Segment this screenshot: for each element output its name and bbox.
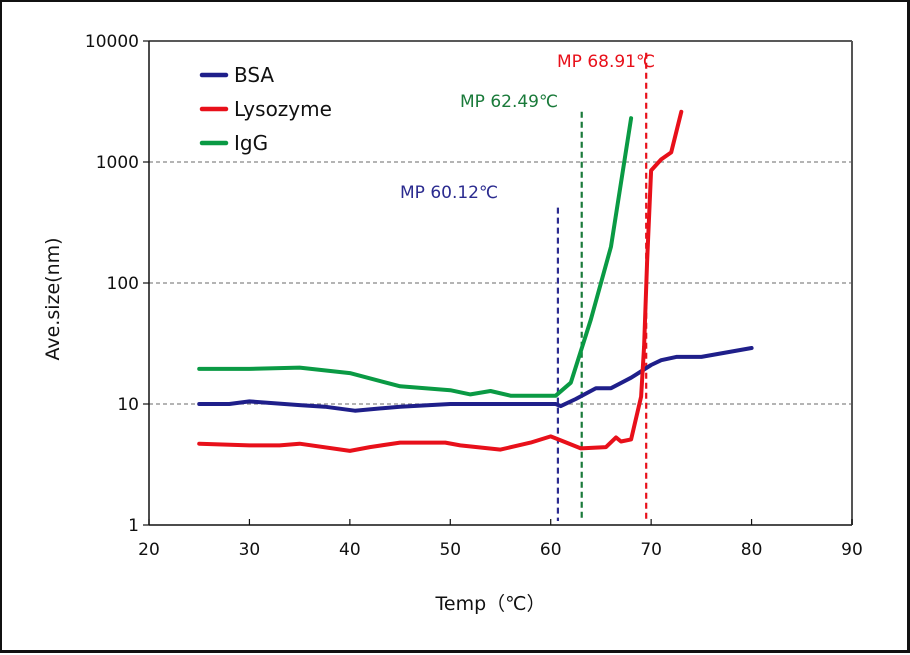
x-tick-label: 90 <box>841 540 863 560</box>
annotation-mp-igg: MP 62.49℃ <box>460 92 558 112</box>
y-tick-label: 1 <box>128 516 139 536</box>
legend-label-bsa: BSA <box>234 63 274 87</box>
y-tick-label: 100 <box>107 274 139 294</box>
series-line-bsa <box>199 348 751 411</box>
x-tick-label: 80 <box>741 540 763 560</box>
y-tick-label: 10 <box>117 395 139 415</box>
y-tick-label: 1000 <box>96 153 139 173</box>
y-tick-label: 10000 <box>85 32 139 52</box>
legend-label-lysozyme: Lysozyme <box>234 97 332 121</box>
x-tick-label: 60 <box>540 540 562 560</box>
x-tick-label: 40 <box>339 540 361 560</box>
series-line-lysozyme <box>199 112 681 451</box>
y-axis-ticks: 1 10 100 1000 10000 <box>85 32 149 536</box>
x-tick-label: 50 <box>439 540 461 560</box>
y-axis-title: Ave.size(nm) <box>42 237 64 360</box>
legend-label-igg: IgG <box>234 131 268 155</box>
annotation-mp-bsa: MP 60.12℃ <box>400 183 498 203</box>
series-line-igg <box>199 118 631 396</box>
x-tick-label: 30 <box>239 540 261 560</box>
x-tick-label: 70 <box>640 540 662 560</box>
x-axis-title: Temp（℃） <box>435 593 546 615</box>
annotation-mp-lysozyme: MP 68.91℃ <box>557 52 655 72</box>
melting-point-lines <box>558 53 646 521</box>
x-tick-label: 20 <box>138 540 160 560</box>
legend: BSA Lysozyme IgG <box>202 63 332 155</box>
